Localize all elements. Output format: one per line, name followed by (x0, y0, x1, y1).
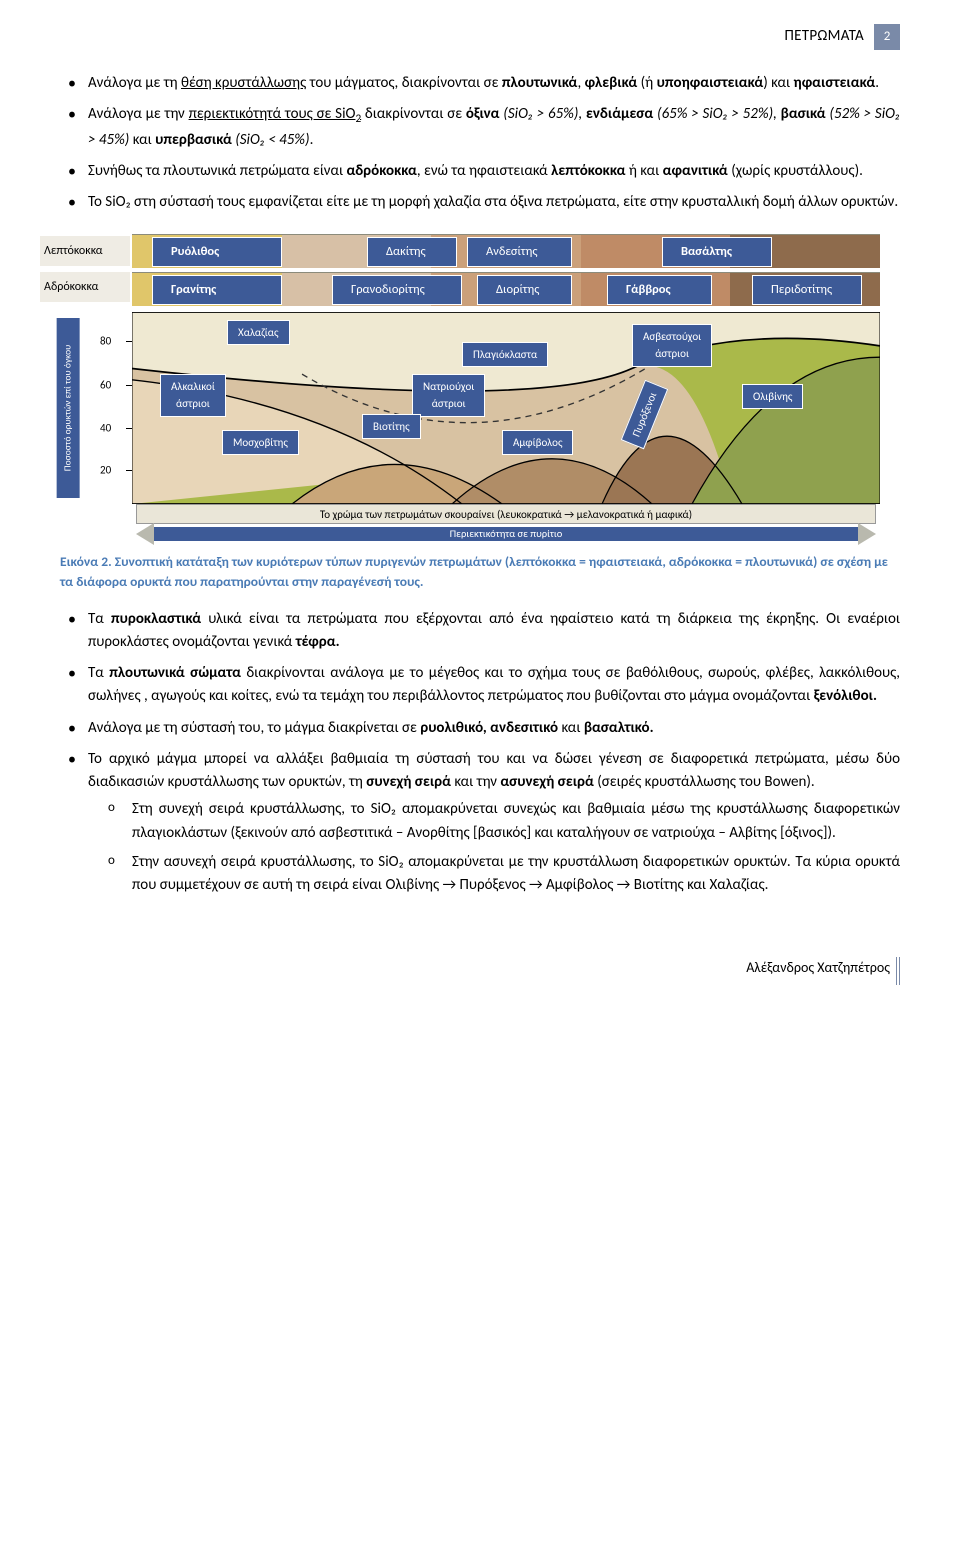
rock-Περιδοτίτης: Περιδοτίτης (752, 275, 862, 304)
y-tick: 80 (100, 333, 111, 350)
bullet-item: Τα πλουτωνικά σώματα διακρίνονται ανάλογ… (88, 662, 900, 709)
mineral-label: Ολιβίνης (742, 384, 803, 409)
bullet-item: Ανάλογα με τη σύστασή του, το μάγμα διακ… (88, 717, 900, 740)
page-header: ΠΕΤΡΩΜΑΤΑ 2 (60, 24, 900, 50)
mineral-label: Αλκαλικοίάστριοι (160, 374, 226, 416)
mineral-label: Αμφίβολος (502, 430, 573, 455)
bullet-item: Τα πυροκλαστικά υλικά είναι τα πετρώματα… (88, 608, 900, 655)
arrow-left-head (136, 523, 154, 545)
chart-top-grid: Ρυόλιθος Δακίτης Ανδεσίτης Βασάλτης Γρανίτης… (132, 232, 880, 306)
rock-Ανδεσίτης: Ανδεσίτης (467, 237, 572, 266)
mineral-label: Χαλαζίας (227, 320, 290, 345)
rock-Βασάλτης: Βασάλτης (662, 237, 772, 266)
y-tick: 20 (100, 461, 111, 478)
rock-Γρανίτης: Γρανίτης (152, 275, 282, 304)
sub-item: Στη συνεχή σειρά κρυστάλλωσης, το SiO₂ α… (132, 798, 900, 845)
silica-arrow-bar: Περιεκτικότητα σε πυρίτιο (136, 526, 876, 542)
header-title: ΠΕΤΡΩΜΑΤΑ (784, 25, 864, 48)
y-axis: Ποσοστό ορυκτών επί του όγκου (40, 312, 68, 504)
mineral-area: Ποσοστό ορυκτών επί του όγκου (132, 312, 880, 504)
rock-Γρανοδιορίτης: Γρανοδιορίτης (332, 275, 462, 304)
top-bullet-list: Ανάλογα με τη θέση κρυστάλλωσης του μάγμ… (60, 72, 900, 214)
y-axis-label: Ποσοστό ορυκτών επί του όγκου (57, 318, 80, 498)
bullet-item: Ανάλογα με την περιεκτικότητά τους σε Si… (88, 103, 900, 152)
arrow-right-head (858, 523, 876, 545)
mineral-label: Μοσχοβίτης (222, 430, 299, 455)
rock-chart: Λεπτόκοκκα Αδρόκοκκα Ρυόλιθος Δακίτης Ανδε… (40, 232, 880, 542)
bullet-item: Συνήθως τα πλουτωνικά πετρώματα είναι αδ… (88, 160, 900, 183)
bullet-item: Ανάλογα με τη θέση κρυστάλλωσης του μάγμ… (88, 72, 900, 95)
mineral-label: Νατριούχοιάστριοι (412, 374, 485, 416)
footer-author: Αλέξανδρος Χατζηπέτρος (60, 957, 900, 985)
silica-arrow-label: Περιεκτικότητα σε πυρίτιο (154, 527, 858, 541)
mineral-label: Ασβεστούχοιάστριοι (632, 324, 712, 366)
y-tick: 60 (100, 377, 111, 394)
mineral-label: Πλαγιόκλαστα (462, 342, 548, 367)
mineral-label: Βιοτίτης (362, 414, 421, 439)
figure-caption: Εικόνα 2. Συνοπτική κατάταξη των κυριότε… (60, 552, 900, 591)
rock-Διορίτης: Διορίτης (477, 275, 572, 304)
color-trend-bar: Το χρώμα των πετρωμάτων σκουραίνει (λευκ… (136, 504, 876, 524)
row-label-coarse: Αδρόκοκκα (40, 272, 132, 302)
rock-Γάββρος: Γάββρος (607, 275, 712, 304)
page-number: 2 (874, 24, 900, 50)
row-label-fine: Λεπτόκοκκα (40, 236, 132, 266)
bottom-bullet-list: Τα πυροκλαστικά υλικά είναι τα πετρώματα… (60, 608, 900, 898)
sub-item: Στην ασυνεχή σειρά κρυστάλλωσης, το SiO₂… (132, 851, 900, 898)
bullet-item: Το SiO₂ στη σύστασή τους εμφανίζεται είτ… (88, 191, 900, 214)
rock-Δακίτης: Δακίτης (367, 237, 457, 266)
bullet-item: Το αρχικό μάγμα μπορεί να αλλάξει βαθμια… (88, 748, 900, 898)
sub-list: Στη συνεχή σειρά κρυστάλλωσης, το SiO₂ α… (88, 798, 900, 897)
rock-classification-figure: Λεπτόκοκκα Αδρόκοκκα ΡυόλιθοςΔακίτηςΑνδε… (60, 232, 900, 591)
y-tick: 40 (100, 419, 111, 436)
rock-Ρυόλιθος: Ρυόλιθος (152, 237, 282, 266)
